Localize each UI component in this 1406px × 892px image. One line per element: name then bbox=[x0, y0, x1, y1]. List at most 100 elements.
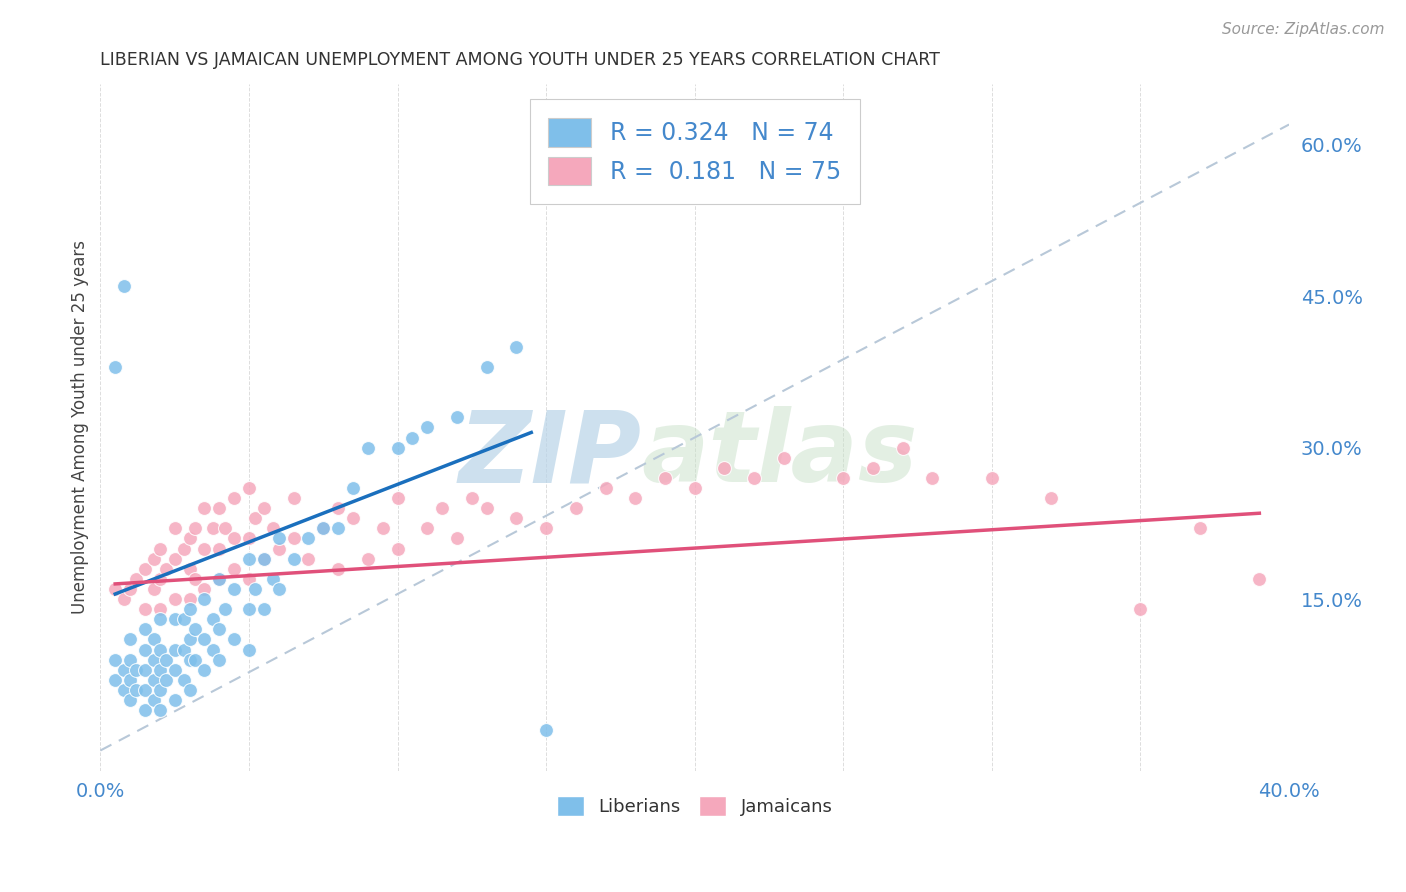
Point bbox=[387, 441, 409, 455]
Point bbox=[891, 441, 914, 455]
Point bbox=[134, 663, 156, 677]
Point bbox=[312, 521, 335, 535]
Point bbox=[184, 572, 207, 586]
Point bbox=[253, 551, 276, 566]
Text: LIBERIAN VS JAMAICAN UNEMPLOYMENT AMONG YOUTH UNDER 25 YEARS CORRELATION CHART: LIBERIAN VS JAMAICAN UNEMPLOYMENT AMONG … bbox=[100, 51, 941, 69]
Point bbox=[179, 562, 201, 576]
Point bbox=[1188, 521, 1211, 535]
Point bbox=[222, 532, 245, 546]
Point bbox=[142, 652, 165, 666]
Point bbox=[163, 592, 186, 607]
Point bbox=[179, 632, 201, 647]
Point bbox=[134, 623, 156, 637]
Point bbox=[184, 623, 207, 637]
Point bbox=[193, 582, 215, 596]
Point bbox=[134, 682, 156, 697]
Point bbox=[120, 582, 142, 596]
Point bbox=[202, 521, 225, 535]
Point bbox=[163, 642, 186, 657]
Point bbox=[149, 602, 172, 616]
Point bbox=[326, 562, 349, 576]
Point bbox=[184, 521, 207, 535]
Point bbox=[163, 551, 186, 566]
Point bbox=[446, 410, 468, 425]
Point bbox=[149, 612, 172, 626]
Point bbox=[184, 652, 207, 666]
Point bbox=[238, 642, 260, 657]
Point bbox=[312, 521, 335, 535]
Y-axis label: Unemployment Among Youth under 25 years: Unemployment Among Youth under 25 years bbox=[72, 241, 89, 615]
Point bbox=[142, 551, 165, 566]
Point bbox=[357, 551, 380, 566]
Point bbox=[134, 602, 156, 616]
Point bbox=[149, 642, 172, 657]
Point bbox=[475, 501, 498, 516]
Point bbox=[1249, 572, 1271, 586]
Point bbox=[155, 562, 177, 576]
Point bbox=[134, 642, 156, 657]
Text: atlas: atlas bbox=[641, 407, 918, 503]
Point bbox=[238, 551, 260, 566]
Point bbox=[112, 279, 135, 293]
Point bbox=[387, 491, 409, 505]
Point bbox=[173, 642, 195, 657]
Point bbox=[193, 632, 215, 647]
Point bbox=[326, 501, 349, 516]
Point bbox=[713, 460, 735, 475]
Point bbox=[179, 602, 201, 616]
Point bbox=[125, 572, 148, 586]
Point bbox=[149, 541, 172, 556]
Point bbox=[214, 602, 236, 616]
Point bbox=[222, 562, 245, 576]
Point bbox=[163, 693, 186, 707]
Point bbox=[267, 532, 290, 546]
Point bbox=[243, 511, 266, 525]
Point bbox=[475, 359, 498, 374]
Point bbox=[142, 632, 165, 647]
Point bbox=[179, 532, 201, 546]
Point bbox=[104, 673, 127, 687]
Point bbox=[1040, 491, 1063, 505]
Point bbox=[120, 693, 142, 707]
Point bbox=[149, 663, 172, 677]
Point bbox=[208, 652, 231, 666]
Point bbox=[416, 420, 439, 434]
Point bbox=[262, 572, 284, 586]
Point bbox=[214, 521, 236, 535]
Point bbox=[208, 501, 231, 516]
Point bbox=[104, 652, 127, 666]
Point bbox=[163, 521, 186, 535]
Point bbox=[193, 663, 215, 677]
Point bbox=[179, 592, 201, 607]
Point bbox=[222, 632, 245, 647]
Text: Source: ZipAtlas.com: Source: ZipAtlas.com bbox=[1222, 22, 1385, 37]
Point bbox=[326, 521, 349, 535]
Point bbox=[125, 663, 148, 677]
Point bbox=[112, 663, 135, 677]
Point bbox=[173, 541, 195, 556]
Point bbox=[357, 441, 380, 455]
Point bbox=[149, 572, 172, 586]
Point bbox=[238, 532, 260, 546]
Point bbox=[253, 501, 276, 516]
Point bbox=[173, 673, 195, 687]
Point bbox=[342, 511, 364, 525]
Point bbox=[208, 572, 231, 586]
Point bbox=[155, 673, 177, 687]
Point bbox=[149, 682, 172, 697]
Point bbox=[283, 532, 305, 546]
Point bbox=[742, 471, 765, 485]
Point bbox=[534, 723, 557, 738]
Point bbox=[243, 582, 266, 596]
Point bbox=[505, 340, 527, 354]
Point bbox=[862, 460, 884, 475]
Point bbox=[179, 682, 201, 697]
Point bbox=[624, 491, 647, 505]
Point bbox=[142, 582, 165, 596]
Point bbox=[179, 652, 201, 666]
Point bbox=[371, 521, 394, 535]
Point bbox=[134, 703, 156, 717]
Point bbox=[222, 582, 245, 596]
Point bbox=[342, 481, 364, 495]
Point bbox=[125, 682, 148, 697]
